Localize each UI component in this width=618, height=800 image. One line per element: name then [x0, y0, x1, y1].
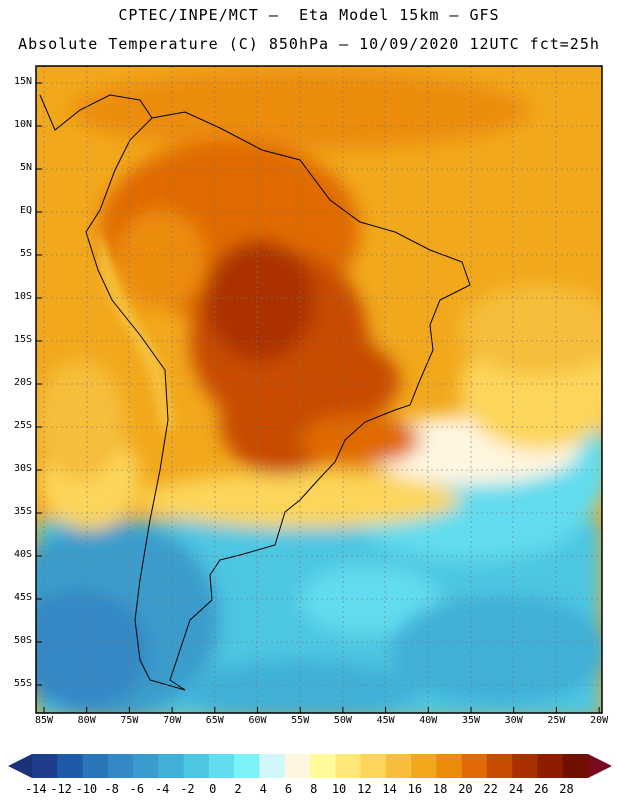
lat-label: 50S: [13, 635, 32, 646]
colorbar-label: -2: [180, 782, 195, 796]
lat-label: 20S: [13, 377, 32, 388]
colorbar-cell: [537, 754, 564, 778]
lon-label: 50W: [333, 715, 352, 726]
lon-label: 85W: [34, 715, 54, 726]
colorbar-cell: [107, 754, 134, 778]
lat-label: 30S: [13, 463, 32, 474]
colorbar-under-arrow: [8, 754, 32, 778]
lat-label: 15N: [13, 76, 32, 87]
lat-label: 5N: [19, 162, 32, 173]
lat-label: 45S: [13, 592, 32, 603]
colorbar-cell: [133, 754, 159, 778]
colorbar-cell: [234, 754, 260, 778]
colorbar-cell: [32, 754, 58, 778]
colorbar-label: -4: [154, 782, 170, 796]
lat-label: 15S: [13, 334, 32, 345]
colorbar-label: 4: [259, 782, 267, 796]
lon-label: 45W: [376, 715, 395, 726]
lat-label: EQ: [19, 205, 32, 216]
colorbar-label: -6: [129, 782, 145, 796]
colorbar-label: -14: [24, 782, 47, 796]
colorbar-label: 0: [209, 782, 217, 796]
colorbar-cell: [360, 754, 387, 778]
colorbar-label: 16: [407, 782, 423, 796]
lat-label: 10N: [13, 119, 32, 130]
colorbar-label: 12: [357, 782, 372, 796]
colorbar-cell: [310, 754, 336, 778]
colorbar-cell: [562, 754, 589, 778]
lon-label: 40W: [419, 715, 438, 726]
colorbar-label: 2: [234, 782, 242, 796]
lon-label: 35W: [461, 715, 481, 726]
colorbar-cell: [183, 754, 210, 778]
chart-title-line1: CPTEC/INPE/MCT – Eta Model 15km – GFS: [118, 6, 500, 24]
colorbar-label: 24: [508, 782, 524, 796]
colorbar-label: 20: [458, 782, 473, 796]
graticule: [36, 66, 602, 713]
lon-label: 60W: [248, 715, 267, 726]
lon-label: 65W: [205, 715, 224, 726]
lon-label: 20W: [590, 715, 609, 726]
colorbar-label: -12: [50, 782, 72, 796]
colorbar: [8, 754, 612, 778]
map-frame: [35, 65, 603, 714]
colorbar-cell: [411, 754, 437, 778]
colorbar-cell: [284, 754, 311, 778]
chart-title-line2: Absolute Temperature (C) 850hPa – 10/09/…: [18, 35, 600, 53]
colorbar-cell: [461, 754, 488, 778]
colorbar-cell: [57, 754, 84, 778]
colorbar-cell: [385, 754, 412, 778]
colorbar-cell: [512, 754, 538, 778]
colorbar-cell: [335, 754, 362, 778]
colorbar-label: 10: [331, 782, 347, 796]
lon-label: 70W: [163, 715, 182, 726]
colorbar-label: 14: [382, 782, 397, 796]
colorbar-label: -10: [75, 782, 98, 796]
colorbar-label: 28: [559, 782, 574, 796]
lat-label: 25S: [13, 420, 32, 431]
colorbar-label: 6: [284, 782, 293, 796]
colorbar-cell: [208, 754, 235, 778]
colorbar-cell: [259, 754, 286, 778]
colorbar-label: 26: [534, 782, 549, 796]
lon-label: 80W: [77, 715, 96, 726]
colorbar-label: 18: [432, 782, 448, 796]
colorbar-label: -8: [104, 782, 119, 796]
lat-label: 40S: [13, 549, 32, 560]
lat-label: 35S: [13, 506, 32, 517]
lon-label: 75W: [120, 715, 139, 726]
colorbar-label: 22: [483, 782, 498, 796]
colorbar-label: 8: [310, 782, 318, 796]
lon-label: 55W: [291, 715, 310, 726]
lon-label: 30W: [504, 715, 523, 726]
colorbar-cell: [158, 754, 185, 778]
lon-label: 25W: [547, 715, 566, 726]
colorbar-cell: [436, 754, 463, 778]
lat-label: 10S: [13, 291, 32, 302]
colorbar-cell: [486, 754, 513, 778]
lat-label: 55S: [13, 678, 32, 689]
temperature-field: [36, 66, 602, 713]
continent-outline: [85, 111, 471, 691]
lat-label: 5S: [19, 248, 32, 259]
colorbar-cell: [82, 754, 109, 778]
colorbar-over-arrow: [588, 754, 612, 778]
